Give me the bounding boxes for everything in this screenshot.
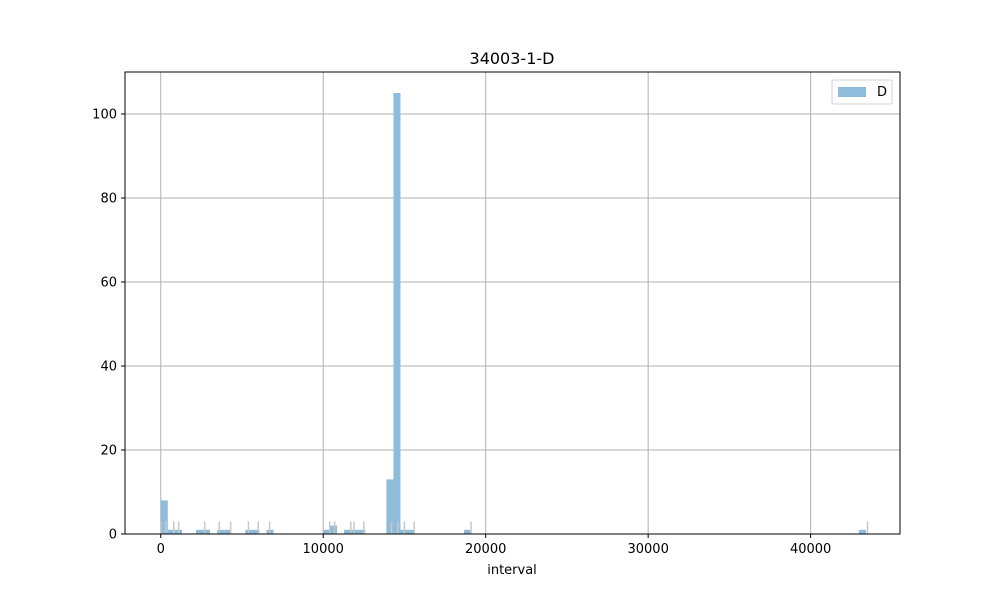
legend-label: D (877, 85, 887, 100)
grid-lines (125, 72, 900, 535)
histogram-bar (196, 529, 204, 534)
y-tick-label: 80 (100, 192, 117, 207)
plot-frame (124, 71, 901, 535)
histogram-bar (386, 479, 394, 534)
legend: D (831, 79, 893, 105)
bars (160, 93, 866, 534)
histogram-bar (224, 529, 232, 534)
x-tick-label: 0 (157, 542, 165, 557)
x-tick-label: 30000 (627, 542, 668, 557)
y-tick-label: 0 (109, 528, 117, 543)
histogram-bar (344, 529, 352, 534)
y-tick-label: 100 (92, 108, 117, 123)
x-axis-label: interval (487, 563, 537, 578)
y-tick-label: 40 (100, 360, 117, 375)
x-tick-label: 20000 (465, 542, 506, 557)
histogram-bar (252, 529, 260, 534)
overlay-ticks (159, 521, 869, 534)
histogram-bar (217, 529, 225, 534)
y-tick-label: 60 (100, 276, 117, 291)
x-tick-label: 10000 (303, 542, 344, 557)
chart-title: 34003-1-D (470, 49, 555, 68)
x-axis-ticks: 0 10000 20000 30000 40000 (157, 534, 831, 557)
histogram-bar (358, 529, 366, 534)
y-axis-ticks: 0 20 40 60 80 100 (92, 108, 125, 543)
histogram-bar (167, 529, 175, 534)
histogram-bar (203, 529, 211, 534)
histogram-bar (322, 529, 330, 534)
x-tick-label: 40000 (790, 542, 831, 557)
histogram-bar (329, 525, 338, 534)
histogram-bar (407, 529, 415, 534)
histogram-bar (393, 93, 401, 534)
histogram-bar (858, 529, 866, 534)
legend-swatch (838, 87, 866, 97)
histogram-bar (160, 500, 168, 534)
histogram-bar (463, 529, 472, 534)
y-tick-label: 20 (100, 444, 117, 459)
